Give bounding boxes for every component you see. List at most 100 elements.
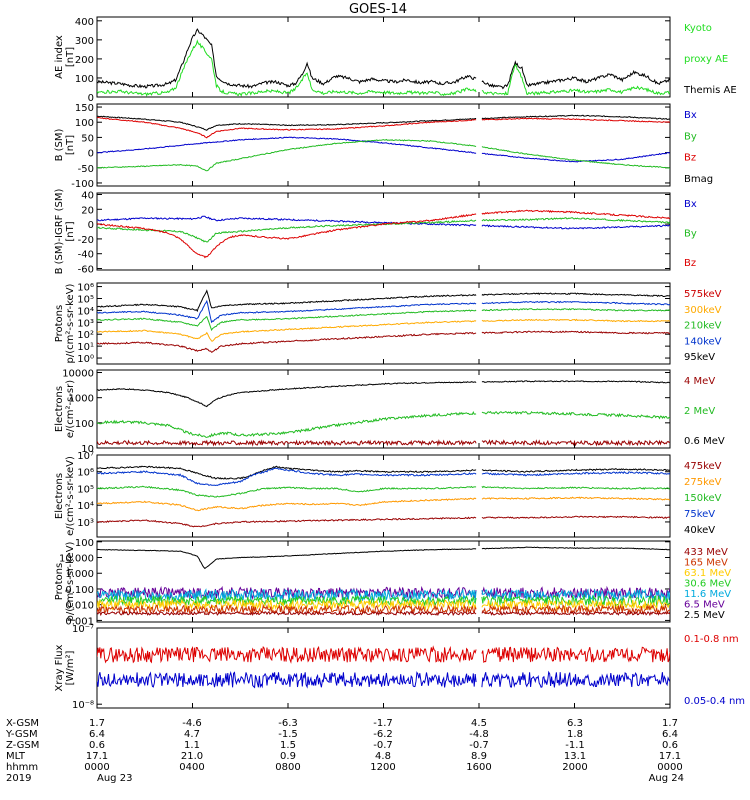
footer-cell: -4.6 xyxy=(182,718,202,729)
series-line-themis-ae xyxy=(97,28,477,89)
series-line-0-05-0-4-nm xyxy=(481,670,670,688)
y-axis-label: p/(cm²-s-sr-keV) xyxy=(65,541,76,621)
legend-label: 95keV xyxy=(684,352,715,363)
y-tick-label: -20 xyxy=(78,235,94,246)
series-line-themis-ae xyxy=(481,60,670,90)
y-tick-label: 0 xyxy=(88,149,94,160)
series-line-63-1-mev xyxy=(97,598,477,611)
footer-row-label: MLT xyxy=(6,751,26,762)
y-axis-label: [nT] xyxy=(65,221,76,241)
footer-cell: Aug 23 xyxy=(97,773,132,784)
series-line-bz xyxy=(97,116,477,139)
series-line-2-5-mev xyxy=(481,546,670,551)
y-tick-label: 10³ xyxy=(77,318,94,329)
series-line-433-mev xyxy=(481,610,670,617)
y-axis-label: B (SM) xyxy=(54,128,65,161)
series-line-bmag xyxy=(481,114,670,120)
footer-cell: 0000 xyxy=(657,762,682,773)
footer-cell: -1.1 xyxy=(565,740,585,751)
legend-label: 40keV xyxy=(684,525,715,536)
y-tick-label: 150 xyxy=(75,103,94,114)
y-tick-label: 0.100 xyxy=(65,585,94,596)
legend-label: By xyxy=(684,229,697,240)
series-line-40kev xyxy=(481,468,670,473)
series-line-210kev xyxy=(481,307,670,312)
series-line-bmag xyxy=(97,115,477,131)
legend-label: Bz xyxy=(684,258,696,269)
footer-cell: 8.9 xyxy=(471,751,487,762)
footer-cell: -1.5 xyxy=(278,729,298,740)
series-line-140kev xyxy=(97,299,477,324)
panel-7: 100 10.000 1.000 0.100 0.010 0.001 Protons p/(c… xyxy=(54,538,731,628)
y-axis-label: e/(cm²-s-sr) xyxy=(65,380,76,438)
footer-cell: 0800 xyxy=(275,762,300,773)
legend-label: 2 MeV xyxy=(684,406,715,417)
y-tick-label: 20 xyxy=(81,205,94,216)
footer-cell: 6.3 xyxy=(567,718,583,729)
series-line-475kev xyxy=(481,515,670,520)
series-line-by xyxy=(97,219,477,243)
y-axis-label: B (SM)-IGRF (SM) xyxy=(54,189,65,275)
y-axis-label: [nT] xyxy=(65,47,76,67)
legend-label: 2.5 MeV xyxy=(684,610,725,621)
y-axis-label: Protons xyxy=(54,305,65,342)
legend-label: 210keV xyxy=(684,321,722,332)
series-line-300kev xyxy=(481,318,670,323)
series-line-75kev xyxy=(481,471,670,477)
y-tick-label: 10⁻⁸ xyxy=(72,700,94,711)
y-axis-label: Xray Flux xyxy=(54,644,65,691)
y-tick-label: 200 xyxy=(75,55,94,66)
y-axis-label: p/(cm²-s-sr-keV) xyxy=(65,283,76,363)
legend-label: 575keV xyxy=(684,289,722,300)
y-tick-label: 10³ xyxy=(77,518,94,529)
series-line-165-mev xyxy=(481,603,670,616)
footer-cell: 0000 xyxy=(84,762,109,773)
footer-cell: 1200 xyxy=(370,762,395,773)
footer-row-label: Z-GSM xyxy=(6,740,39,751)
series-line-bz xyxy=(481,117,670,123)
panel-3: 40 20 0 -20 -40 -60 B (SM)-IGRF (SM) [nT] Bx By Bz xyxy=(54,189,697,276)
footer-cell: -4.8 xyxy=(469,729,489,740)
panel-frame xyxy=(96,282,671,365)
series-line-4-mev xyxy=(97,439,477,447)
series-line-2-5-mev xyxy=(97,548,477,570)
series-line-210kev xyxy=(97,309,477,332)
series-line-2-mev xyxy=(481,410,670,420)
series-line-140kev xyxy=(481,300,670,306)
legend-label: Themis AE xyxy=(683,85,737,96)
series-line-95kev xyxy=(97,289,477,313)
footer-cell: 0.6 xyxy=(662,740,678,751)
footer-cell: -1.7 xyxy=(373,718,393,729)
series-line-30-6-mev xyxy=(481,594,670,607)
panel-frame xyxy=(96,627,671,709)
series-line-kyoto-proxy-ae xyxy=(97,39,477,97)
footer-cell: 6.4 xyxy=(662,729,678,740)
footer-cell: 1.1 xyxy=(184,740,200,751)
y-tick-label: 10⁶ xyxy=(77,283,94,294)
y-tick-label: 10⁶ xyxy=(77,468,94,479)
y-tick-label: 100 xyxy=(75,74,94,85)
y-tick-label: 10000 xyxy=(62,369,94,380)
footer-cell: 17.1 xyxy=(86,751,108,762)
series-line-2-mev xyxy=(97,411,477,438)
legend-label: Bx xyxy=(684,199,697,210)
series-line-433-mev xyxy=(97,610,477,617)
y-tick-label: 100 xyxy=(75,118,94,129)
footer-row-label: X-GSM xyxy=(6,718,39,729)
y-tick-label: 0 xyxy=(88,220,94,231)
series-line-kyoto-proxy-ae xyxy=(481,63,670,96)
y-tick-label: 10¹ xyxy=(77,342,94,353)
legend-label: 475keV xyxy=(684,461,722,472)
y-tick-label: 300 xyxy=(75,36,94,47)
legend-label: 433 MeV xyxy=(684,547,728,558)
footer-cell: 4.5 xyxy=(471,718,487,729)
y-axis-label: [W/m²] xyxy=(65,650,76,685)
y-axis-label: Protons xyxy=(54,563,65,600)
series-line-30-6-mev xyxy=(97,594,477,608)
panel-2: 150 100 50 0 -50 -100 B (SM) [nT] Bx By Bz Bmag xyxy=(54,103,713,190)
series-line-bx xyxy=(481,152,670,163)
footer-cell: 0400 xyxy=(179,762,204,773)
footer-cell: 2000 xyxy=(562,762,587,773)
panel-frame xyxy=(96,16,671,98)
